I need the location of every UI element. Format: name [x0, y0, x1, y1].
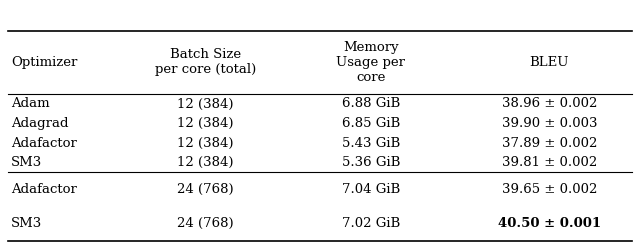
- Text: 39.65 ± 0.002: 39.65 ± 0.002: [502, 183, 597, 196]
- Text: SM3: SM3: [11, 217, 42, 230]
- Text: BLEU: BLEU: [530, 56, 569, 69]
- Text: Adafactor: Adafactor: [11, 137, 77, 149]
- Text: Memory
Usage per
core: Memory Usage per core: [337, 41, 406, 84]
- Text: 12 (384): 12 (384): [177, 117, 234, 130]
- Text: 39.81 ± 0.002: 39.81 ± 0.002: [502, 156, 597, 169]
- Text: 40.50 ± 0.001: 40.50 ± 0.001: [498, 217, 601, 230]
- Text: Optimizer: Optimizer: [11, 56, 77, 69]
- Text: Adam: Adam: [11, 98, 49, 110]
- Text: 5.43 GiB: 5.43 GiB: [342, 137, 400, 149]
- Text: 38.96 ± 0.002: 38.96 ± 0.002: [502, 98, 597, 110]
- Text: SM3: SM3: [11, 156, 42, 169]
- Text: Adafactor: Adafactor: [11, 183, 77, 196]
- Text: Batch Size
per core (total): Batch Size per core (total): [155, 48, 256, 76]
- Text: 12 (384): 12 (384): [177, 156, 234, 169]
- Text: 7.04 GiB: 7.04 GiB: [342, 183, 400, 196]
- Text: 12 (384): 12 (384): [177, 98, 234, 110]
- Text: 6.88 GiB: 6.88 GiB: [342, 98, 400, 110]
- Text: Adagrad: Adagrad: [11, 117, 68, 130]
- Text: 12 (384): 12 (384): [177, 137, 234, 149]
- Text: 39.90 ± 0.003: 39.90 ± 0.003: [502, 117, 597, 130]
- Text: 5.36 GiB: 5.36 GiB: [342, 156, 400, 169]
- Text: 24 (768): 24 (768): [177, 183, 234, 196]
- Text: 7.02 GiB: 7.02 GiB: [342, 217, 400, 230]
- Text: 37.89 ± 0.002: 37.89 ± 0.002: [502, 137, 597, 149]
- Text: 6.85 GiB: 6.85 GiB: [342, 117, 400, 130]
- Text: 24 (768): 24 (768): [177, 217, 234, 230]
